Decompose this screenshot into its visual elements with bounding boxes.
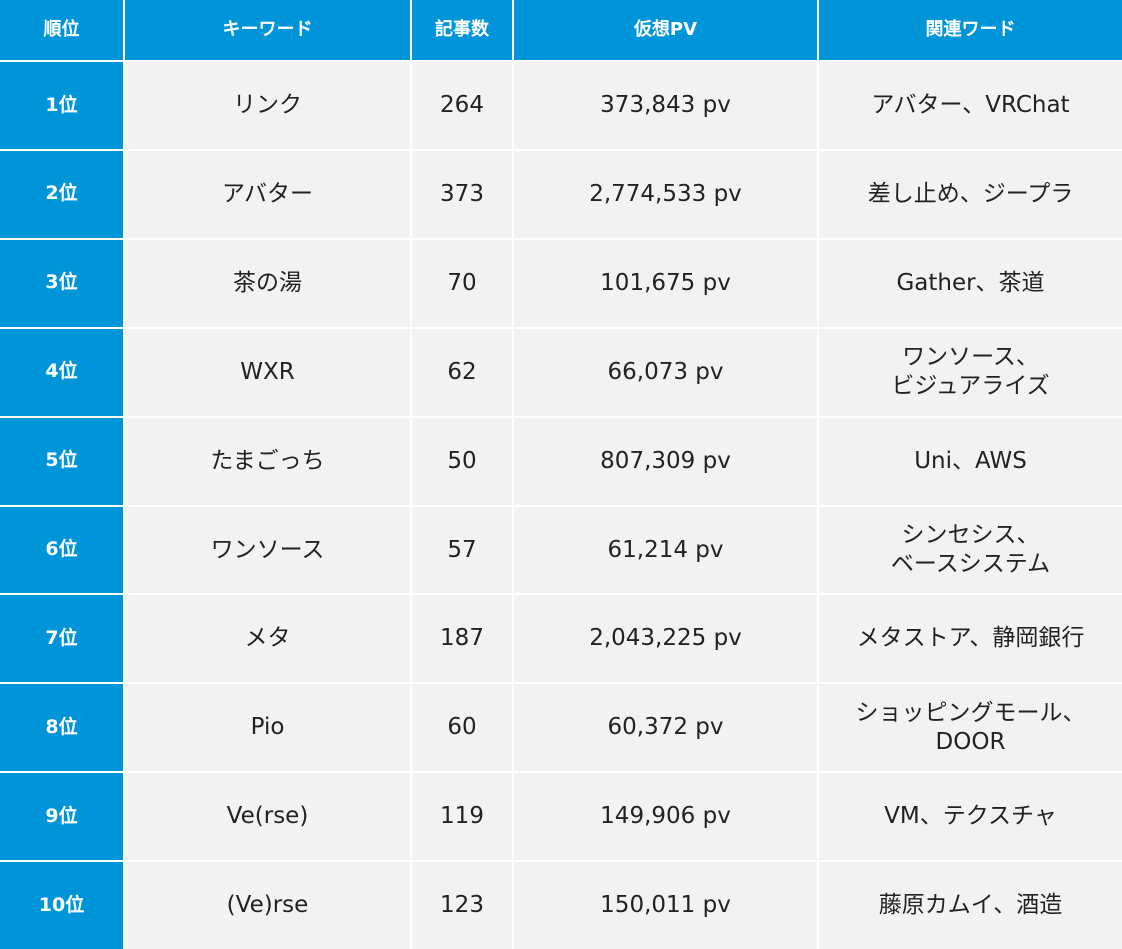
rank-cell: 9位 xyxy=(0,773,123,861)
keyword-cell: Pio xyxy=(125,684,410,772)
article-count-cell: 57 xyxy=(412,506,512,594)
related-words-cell: Uni、AWS xyxy=(819,417,1122,505)
rank-cell: 8位 xyxy=(0,684,123,772)
rank-cell: 4位 xyxy=(0,328,123,416)
related-words-cell: 藤原カムイ、酒造 xyxy=(819,862,1122,949)
article-count-cell: 119 xyxy=(412,773,512,861)
virtual-pv-cell: 149,906 pv xyxy=(514,773,817,861)
keyword-cell: WXR xyxy=(125,328,410,416)
keyword-cell: ワンソース xyxy=(125,506,410,594)
keyword-cell: アバター xyxy=(125,150,410,238)
related-words-cell: ショッピングモール、 DOOR xyxy=(819,684,1122,772)
article-count-cell: 264 xyxy=(412,62,512,149)
article-count-cell: 50 xyxy=(412,417,512,505)
virtual-pv-cell: 2,043,225 pv xyxy=(514,595,817,683)
header-cell: 仮想PV xyxy=(514,0,817,60)
keyword-cell: 茶の湯 xyxy=(125,239,410,327)
article-count-cell: 123 xyxy=(412,862,512,949)
header-cell: 順位 xyxy=(0,0,123,60)
article-count-cell: 70 xyxy=(412,239,512,327)
rank-cell: 7位 xyxy=(0,595,123,683)
rank-cell: 5位 xyxy=(0,417,123,505)
virtual-pv-cell: 101,675 pv xyxy=(514,239,817,327)
article-count-cell: 62 xyxy=(412,328,512,416)
keyword-cell: メタ xyxy=(125,595,410,683)
virtual-pv-cell: 60,372 pv xyxy=(514,684,817,772)
header-cell: キーワード xyxy=(125,0,410,60)
rank-cell: 10位 xyxy=(0,862,123,949)
article-count-cell: 373 xyxy=(412,150,512,238)
virtual-pv-cell: 150,011 pv xyxy=(514,862,817,949)
rank-cell: 2位 xyxy=(0,150,123,238)
related-words-cell: アバター、VRChat xyxy=(819,62,1122,149)
virtual-pv-cell: 66,073 pv xyxy=(514,328,817,416)
header-cell: 関連ワード xyxy=(819,0,1122,60)
header-cell: 記事数 xyxy=(412,0,512,60)
related-words-cell: Gather、茶道 xyxy=(819,239,1122,327)
keyword-cell: Ve(rse) xyxy=(125,773,410,861)
related-words-cell: メタストア、静岡銀行 xyxy=(819,595,1122,683)
related-words-cell: シンセシス、 ベースシステム xyxy=(819,506,1122,594)
related-words-cell: VM、テクスチャ xyxy=(819,773,1122,861)
virtual-pv-cell: 373,843 pv xyxy=(514,62,817,149)
rank-cell: 6位 xyxy=(0,506,123,594)
article-count-cell: 187 xyxy=(412,595,512,683)
keyword-cell: リンク xyxy=(125,62,410,149)
keyword-cell: たまごっち xyxy=(125,417,410,505)
virtual-pv-cell: 2,774,533 pv xyxy=(514,150,817,238)
related-words-cell: ワンソース、 ビジュアライズ xyxy=(819,328,1122,416)
virtual-pv-cell: 807,309 pv xyxy=(514,417,817,505)
related-words-cell: 差し止め、ジープラ xyxy=(819,150,1122,238)
rank-cell: 1位 xyxy=(0,62,123,149)
virtual-pv-cell: 61,214 pv xyxy=(514,506,817,594)
article-count-cell: 60 xyxy=(412,684,512,772)
rank-cell: 3位 xyxy=(0,239,123,327)
keyword-cell: (Ve)rse xyxy=(125,862,410,949)
